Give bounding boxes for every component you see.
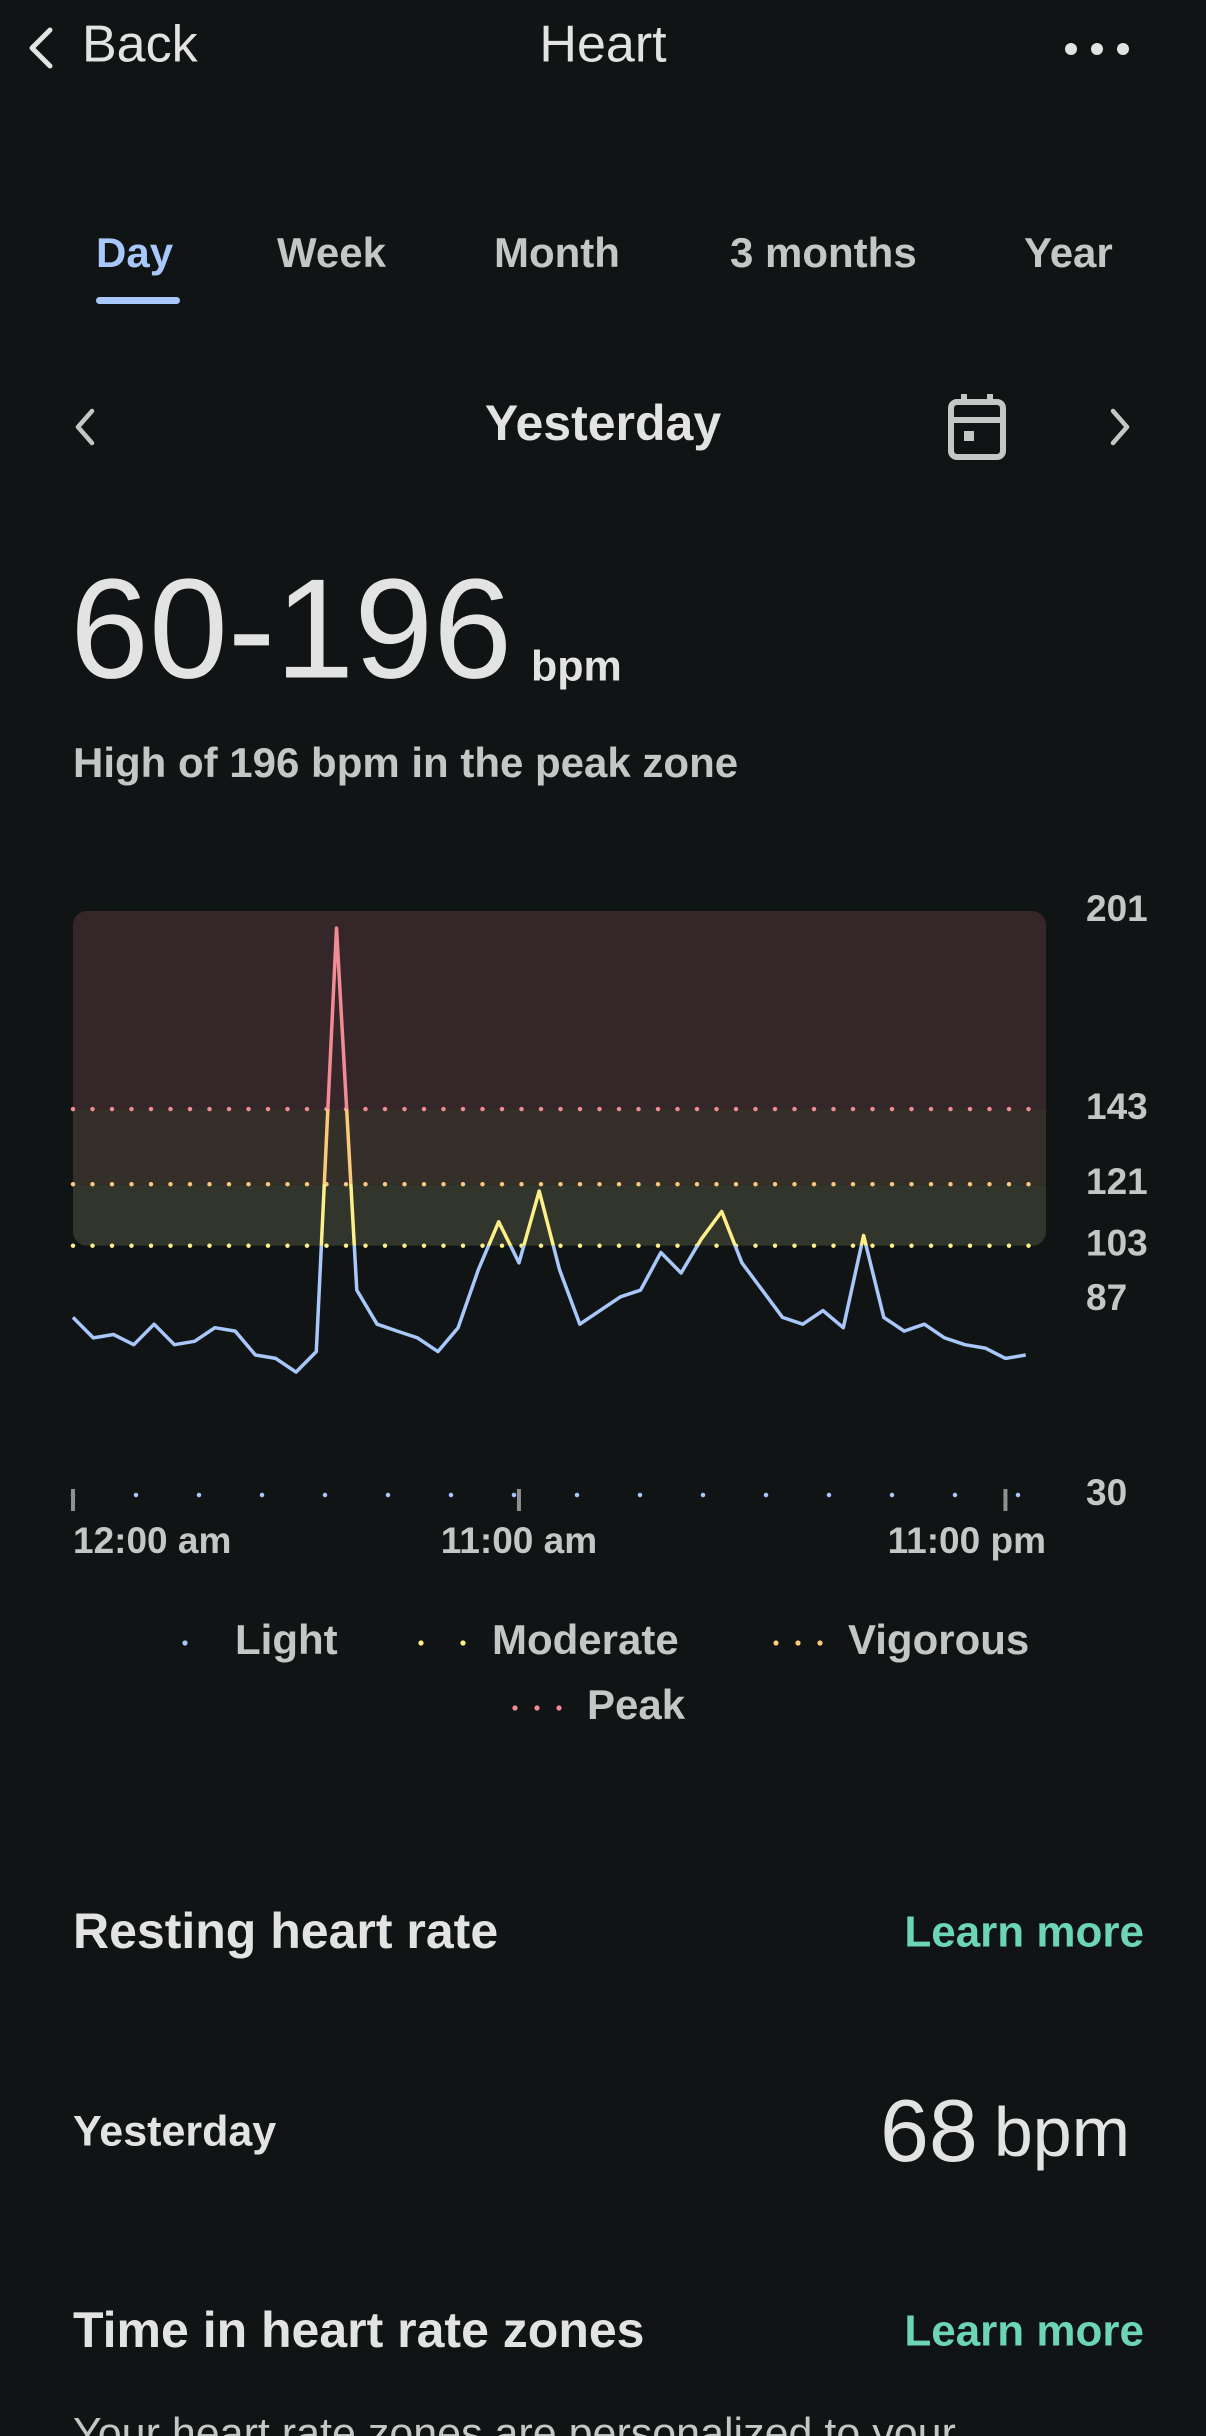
- legend-label: Peak: [587, 1681, 686, 1728]
- learn-more-link[interactable]: Learn more: [904, 2307, 1144, 2356]
- legend-dot: [418, 1640, 424, 1646]
- range-description: High of 196 bpm in the peak zone: [73, 739, 738, 786]
- heart-rate-chart: 30 87 103 121 143 201 12:00 am 11:00 am 11:00 pm…: [70, 888, 1148, 1728]
- period-label: Yesterday: [73, 2107, 276, 2155]
- zone-band: [73, 911, 1046, 1110]
- previous-day[interactable]: [75, 408, 95, 446]
- back-button[interactable]: Back: [29, 16, 199, 74]
- tab[interactable]: Day: [96, 229, 174, 276]
- legend-dot: [182, 1640, 188, 1646]
- y-tick-label: 87: [1086, 1277, 1127, 1318]
- legend-item: Peak: [512, 1681, 686, 1728]
- zone-band: [73, 1109, 1046, 1185]
- range-value: 60-196: [70, 550, 512, 709]
- legend-item: Light: [182, 1616, 338, 1663]
- legend-dot: [556, 1705, 562, 1711]
- calendar-button[interactable]: [948, 394, 1006, 460]
- section-title: Time in heart rate zones: [73, 2302, 644, 2358]
- y-tick-label: 103: [1086, 1222, 1148, 1263]
- heart-rate-line: [71, 926, 1026, 1374]
- y-tick-label: 30: [1086, 1472, 1127, 1513]
- zone-bands: [73, 911, 1046, 1246]
- legend-label: Moderate: [492, 1616, 679, 1663]
- tab[interactable]: Week: [277, 229, 387, 276]
- range-unit: bpm: [531, 642, 622, 690]
- zone-band: [73, 1184, 1046, 1246]
- x-tick-label: 11:00 pm: [888, 1520, 1046, 1561]
- menu-dot: [1117, 43, 1129, 55]
- legend-dot: [795, 1640, 801, 1646]
- page-title: Heart: [539, 16, 667, 74]
- next-day[interactable]: [1110, 408, 1130, 446]
- legend-label: Light: [235, 1616, 338, 1663]
- y-tick-label: 121: [1086, 1161, 1148, 1202]
- legend-dot: [460, 1640, 466, 1646]
- legend-dot: [773, 1640, 779, 1646]
- section-title: Resting heart rate: [73, 1903, 498, 1959]
- date-label: Yesterday: [485, 395, 721, 451]
- tab[interactable]: Month: [494, 229, 620, 276]
- back-label[interactable]: Back: [82, 16, 199, 74]
- learn-more-link[interactable]: Learn more: [904, 1908, 1144, 1957]
- calendar-body: [948, 399, 1006, 460]
- section-note: Your heart rate zones are personalized t…: [73, 2409, 956, 2436]
- resting-number: 68: [880, 2081, 978, 2180]
- resting-value: 68 bpm: [880, 2081, 1130, 2180]
- legend-label: Vigorous: [848, 1616, 1029, 1663]
- legend-item: Vigorous: [773, 1616, 1029, 1663]
- tab[interactable]: 3 months: [730, 229, 917, 276]
- legend-dot: [534, 1705, 540, 1711]
- x-tick-label: 11:00 am: [441, 1520, 597, 1561]
- tab-bar: Day Week Month 3 months Year: [96, 229, 1113, 276]
- back-icon: [29, 27, 53, 69]
- y-tick-label: 201: [1086, 888, 1148, 929]
- legend-dot: [512, 1705, 518, 1711]
- legend-dot: [817, 1640, 823, 1646]
- resting-unit: bpm: [994, 2093, 1130, 2171]
- tab-indicator: [96, 297, 180, 304]
- calendar-day: [964, 431, 974, 441]
- menu-dot: [1091, 43, 1103, 55]
- legend-item: Moderate: [418, 1616, 679, 1663]
- y-tick-label: 143: [1086, 1086, 1148, 1127]
- tab[interactable]: Year: [1024, 229, 1113, 276]
- more-menu[interactable]: [1065, 43, 1129, 55]
- menu-dot: [1065, 43, 1077, 55]
- x-tick-label: 12:00 am: [73, 1520, 231, 1561]
